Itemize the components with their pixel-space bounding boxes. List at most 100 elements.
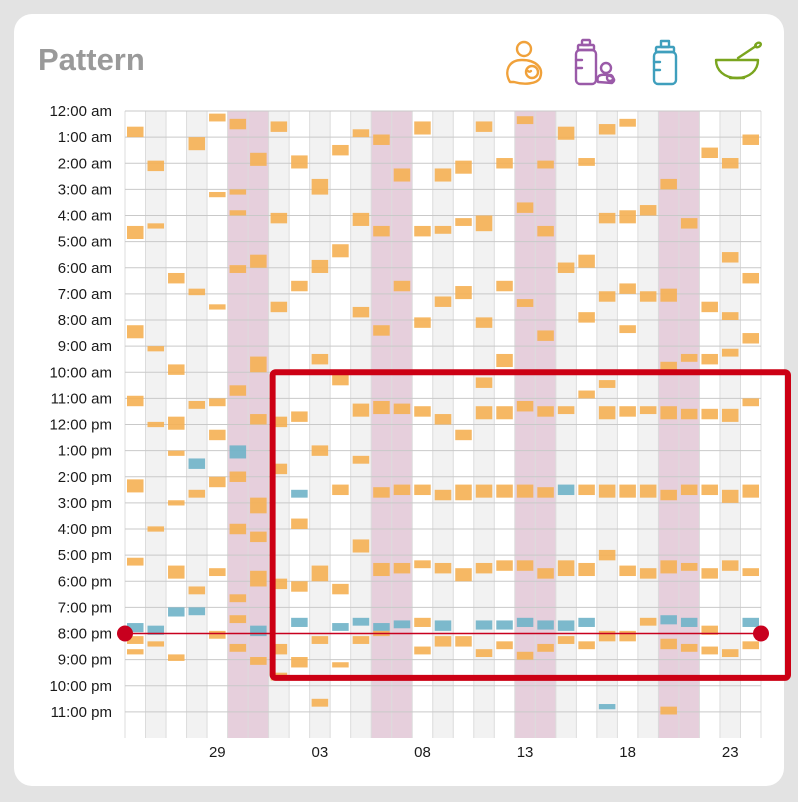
nursing-feed-block [557, 560, 575, 577]
nursing-feed-block [373, 562, 390, 577]
nursing-feed-block [127, 649, 144, 655]
nursing-feed-block [291, 581, 308, 592]
nursing-feed-block [393, 168, 411, 182]
nursing-feed-block [373, 325, 390, 336]
nursing-feed-block [352, 539, 370, 553]
bottle-feed-block [557, 620, 575, 631]
nursing-feed-block [701, 625, 718, 635]
nursing-feed-block [598, 484, 616, 498]
bottle-icon[interactable] [640, 38, 690, 88]
nursing-feed-block [619, 406, 636, 417]
nursing-feed-block [229, 471, 247, 482]
nursing-feed-block [496, 158, 513, 169]
nursing-feed-block [537, 568, 554, 579]
nursing-feed-block [209, 191, 226, 198]
nursing-feed-block [414, 484, 431, 496]
nursing-feed-block [127, 325, 144, 339]
nursing-feed-block [168, 364, 185, 375]
nursing-feed-block [270, 578, 288, 590]
nursing-feed-block [311, 698, 329, 707]
nursing-feed-block [660, 178, 677, 190]
nursing-feed-block [680, 408, 698, 420]
y-tick-label: 5:00 pm [58, 547, 112, 564]
nursing-feed-block [516, 651, 534, 660]
nursing-feed-block [270, 416, 288, 428]
nursing-feed-block [209, 304, 226, 310]
nursing-feed-block [660, 638, 677, 650]
time-marker-right-dot [753, 625, 769, 642]
nursing-feed-block [291, 411, 308, 422]
x-tick-label: 29 [209, 744, 226, 761]
nursing-feed-block [742, 134, 759, 145]
nursing-feed-block [352, 306, 370, 318]
nursing-feed-block [188, 137, 206, 151]
nursing-feed-block [168, 450, 185, 456]
nursing-feed-block [578, 158, 595, 166]
nursing-feed-block [619, 484, 636, 498]
nursing-feed-block [721, 252, 739, 263]
nursing-feed-block [721, 489, 739, 503]
nursing-feed-block [598, 630, 616, 642]
nursing-feed-block [393, 562, 411, 574]
y-tick-label: 12:00 am [49, 103, 112, 120]
nursing-feed-block [537, 225, 554, 237]
nursing-feed-block [598, 549, 616, 561]
y-tick-label: 1:00 am [58, 129, 112, 146]
bottle-feed-block [291, 489, 308, 498]
nursing-feed-block [229, 385, 247, 396]
y-tick-label: 9:00 am [58, 338, 112, 355]
nursing-feed-block [209, 630, 226, 639]
nursing-feed-block [578, 312, 595, 323]
nursing-feed-block [127, 479, 144, 493]
bottle-feed-block [127, 623, 144, 633]
nursing-feed-block [516, 484, 534, 498]
bottle-feed-block [660, 615, 677, 625]
y-tick-label: 5:00 am [58, 234, 112, 251]
nursing-feed-block [701, 301, 718, 313]
nursing-feed-block [721, 348, 739, 357]
nursing-feed-block [701, 353, 718, 365]
nursing-feed-block [680, 484, 698, 496]
nursing-feed-block [250, 414, 267, 425]
nursing-feed-block [229, 523, 247, 535]
y-tick-label: 11:00 am [51, 390, 112, 407]
solids-icon[interactable] [712, 38, 762, 88]
nursing-feed-block [680, 562, 698, 571]
nursing-feed-block [250, 254, 267, 268]
nursing-feed-block [475, 317, 493, 328]
bottle-feed-block [680, 617, 698, 627]
nursing-feed-block [393, 484, 411, 496]
nursing-feed-block [455, 568, 472, 582]
nursing-feed-block [373, 487, 390, 498]
nursing-feed-block [414, 317, 431, 328]
nursing-feed-block [639, 617, 657, 626]
pumped-icon[interactable] [570, 38, 620, 88]
nursing-feed-block [537, 330, 554, 341]
nursing-feed-block [578, 562, 595, 577]
nursing-feed-block [455, 429, 472, 441]
nursing-feed-block [475, 406, 493, 420]
nursing-icon[interactable] [500, 38, 550, 88]
nursing-feed-block [475, 215, 493, 232]
y-tick-label: 2:00 am [58, 155, 112, 172]
nursing-feed-block [209, 429, 226, 441]
nursing-feed-block [455, 160, 472, 174]
nursing-feed-block [434, 414, 452, 425]
nursing-feed-block [475, 649, 493, 658]
x-tick-label: 18 [619, 744, 636, 761]
nursing-feed-block [291, 155, 308, 169]
nursing-feed-block [742, 272, 759, 284]
nursing-feed-block [578, 390, 595, 399]
nursing-feed-block [168, 500, 185, 506]
nursing-feed-block [352, 129, 370, 138]
y-tick-label: 10:00 pm [49, 678, 112, 695]
bottle-feed-block [250, 625, 267, 637]
nursing-feed-block [311, 636, 329, 644]
nursing-feed-block [270, 212, 288, 224]
x-tick-label: 13 [517, 744, 534, 761]
nursing-feed-block [496, 560, 513, 571]
y-tick-label: 3:00 pm [58, 495, 112, 512]
nursing-feed-block [250, 356, 267, 373]
nursing-feed-block [332, 583, 349, 595]
